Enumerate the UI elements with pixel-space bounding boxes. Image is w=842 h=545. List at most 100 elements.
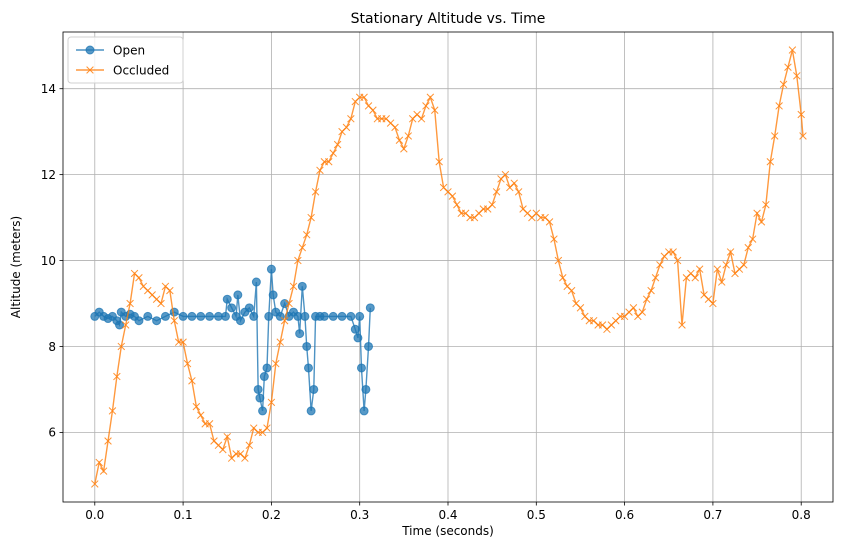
data-point-open [303,363,313,373]
data-point-occluded [488,200,496,209]
data-point-occluded [311,188,320,196]
data-point-open [115,320,125,330]
data-point-occluded [651,273,660,282]
data-point-occluded [753,209,761,218]
data-point-open [235,316,245,326]
legend-item-occluded: Occluded [76,63,169,77]
data-point-open [255,393,265,403]
legend-item-open: Open [76,43,145,57]
legend-label: Occluded [113,63,169,77]
data-point-occluded [333,140,342,149]
data-point-open [364,341,374,351]
data-point-open [244,303,254,313]
data-point-occluded [267,398,276,407]
data-point-occluded [113,372,121,381]
data-point-occluded [550,235,558,243]
data-point-occluded [241,454,249,462]
data-point-open [309,384,319,394]
data-point-occluded [121,321,130,329]
x-tick-label: 0.1 [174,508,193,522]
data-point-occluded [642,295,651,303]
data-point-occluded [501,170,510,179]
x-tick-label: 0.3 [350,508,369,522]
data-point-occluded [448,192,457,200]
data-point-open [259,372,269,382]
data-point-occluded [298,243,307,252]
data-point-open [227,303,237,313]
data-point-occluded [157,299,165,308]
y-tick-label: 10 [41,254,56,268]
data-point-open [196,311,206,321]
data-point-occluded [717,278,726,286]
data-point-occluded [245,441,254,450]
legend-swatch-marker [85,45,95,55]
data-point-occluded [302,231,311,239]
grid [63,32,833,502]
data-point-occluded [770,132,779,140]
data-point-occluded [205,420,214,428]
data-point-occluded [294,256,302,265]
data-point-occluded [678,321,686,329]
data-point-open [264,311,274,321]
data-point-occluded [762,200,770,209]
data-point-occluded [95,458,103,467]
data-point-occluded [492,188,501,196]
data-point-occluded [514,188,523,196]
data-point-occluded [135,273,143,282]
data-point-open [169,307,179,317]
data-point-occluded [740,261,748,269]
data-point-occluded [757,218,766,226]
data-point-occluded [453,200,461,209]
data-point-open [346,311,356,321]
data-point-occluded [369,106,377,114]
data-point-open [295,329,305,339]
data-point-occluded [329,149,337,157]
data-point-open [350,324,360,334]
data-point-open [280,299,290,309]
data-point-open [266,264,276,274]
legend-label: Open [113,43,145,57]
y-axis-title: Altitude (meters) [9,216,23,318]
data-point-occluded [559,273,567,282]
data-point-open [328,311,338,321]
data-point-occluded [784,63,792,71]
data-point-occluded [722,261,730,269]
data-point-occluded [188,377,196,385]
data-point-occluded [638,308,647,316]
legend-swatch-marker [86,66,94,74]
data-point-occluded [391,123,399,132]
data-point-occluded [435,157,443,166]
data-point-open [297,281,307,291]
data-point-occluded [726,248,735,256]
data-point-open [353,333,363,343]
data-point-open [306,406,316,416]
data-point-open [220,311,230,321]
x-tick-label: 0.2 [262,508,281,522]
data-point-occluded [775,102,783,110]
data-point-occluded [788,46,797,54]
data-point-occluded [400,145,408,153]
data-point-open [152,316,162,326]
data-point-occluded [183,359,192,368]
x-tick-label: 0.7 [703,508,722,522]
data-point-occluded [647,286,655,295]
data-point-occluded [272,359,280,368]
data-point-occluded [567,286,576,295]
data-point-occluded [744,243,752,252]
data-point-open [258,406,268,416]
data-point-occluded [104,437,112,445]
data-point-open [319,311,329,321]
data-point-occluded [431,106,439,114]
data-point-occluded [673,256,682,265]
data-point-open [262,363,272,373]
data-point-occluded [170,316,179,325]
x-tick-label: 0.5 [527,508,546,522]
data-point-occluded [576,304,585,312]
data-point-open [143,311,153,321]
chart-title: Stationary Altitude vs. Time [351,11,546,27]
data-point-occluded [766,157,775,166]
data-point-occluded [422,102,430,110]
y-axis: 6 8 10 12 14 [41,82,63,440]
x-tick-label: 0.6 [615,508,634,522]
data-point-occluded [779,80,788,89]
